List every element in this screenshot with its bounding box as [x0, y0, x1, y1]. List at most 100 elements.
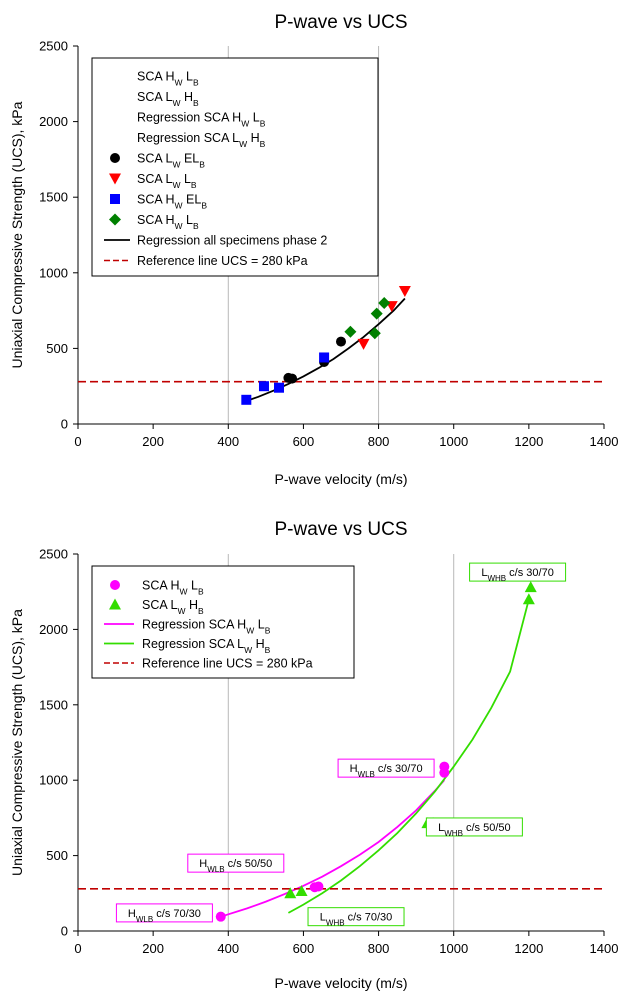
sca-h-w-l-b-point: [378, 297, 391, 310]
sca-l-w-l-b-point: [357, 338, 370, 350]
sca-h-w-l-b-point: [368, 327, 381, 340]
y-tick-label: 2500: [39, 39, 68, 54]
legend-label: Reference line UCS = 280 kPa: [137, 254, 308, 268]
x-axis-label: P-wave velocity (m/s): [274, 471, 407, 487]
annotation-h-wl-b-c-s-50-50: HWLB c/s 50/50: [187, 853, 285, 874]
sca-h-w-l-b-point: [313, 881, 324, 892]
sca-h-w-el-b-point: [258, 381, 269, 392]
legend-marker-swatch: [110, 194, 120, 204]
legend-label: SCA LW HB: [137, 90, 199, 108]
sca-h-w-l-b-series: [215, 761, 450, 922]
annotation-label: LWHB c/s 70/30: [320, 912, 393, 928]
x-tick-label: 800: [368, 434, 390, 449]
legend-box: [91, 57, 379, 277]
chart-top: P-wave vs UCS 0 200 400 600 800 1000 1200 1400 0 5…: [9, 12, 619, 487]
sca-h-w-el-b-series: [241, 352, 330, 405]
x-tick-label: 1000: [439, 434, 468, 449]
annotation-box: [307, 907, 405, 927]
annotation-box: [425, 817, 523, 837]
sca-h-w-el-b-point: [319, 352, 330, 363]
sca-l-w-el-b-point: [287, 373, 298, 384]
legend: SCA HW LB SCA LW HB Regression SCA HW LB Re…: [91, 57, 379, 277]
annotation-label: HWLB c/s 30/70: [350, 763, 423, 779]
x-tick-label: 0: [74, 941, 81, 956]
sca-h-w-el-b-point: [274, 382, 285, 393]
x-tick-label: 400: [217, 434, 239, 449]
x-tick-label: 600: [293, 941, 315, 956]
legend-label: Regression SCA LW HB: [142, 637, 271, 655]
sca-h-w-l-b-point: [439, 761, 450, 772]
sca-l-w-h-b-point: [524, 581, 537, 593]
sca-l-w-l-b-point: [398, 285, 411, 297]
x-tick-label: 1400: [590, 941, 619, 956]
y-tick-label: 1500: [39, 697, 68, 712]
legend-label: SCA LW HB: [142, 598, 204, 616]
annotation-label: HWLB c/s 70/30: [128, 908, 201, 924]
y-tick-label: 1000: [39, 773, 68, 788]
x-tick-label: 200: [142, 941, 164, 956]
y-tick-label: 500: [46, 341, 68, 356]
sca-h-w-el-b-point: [241, 394, 252, 405]
regression-sca-l-w-h-b-line: [287, 598, 530, 914]
x-tick-label: 800: [368, 941, 390, 956]
sca-l-w-el-b-point: [336, 336, 346, 347]
legend-label: Regression all specimens phase 2: [137, 234, 327, 248]
legend-label: SCA HW LB: [142, 579, 204, 597]
legend-marker-swatch: [109, 173, 121, 185]
annotation-label: LWHB c/s 50/50: [438, 822, 511, 838]
annotation-label: HWLB c/s 50/50: [199, 858, 272, 874]
y-axis-label: Uniaxial Compressive Strength (UCS), kPa: [9, 609, 25, 876]
y-tick-label: 1500: [39, 190, 68, 205]
chart-title: P-wave vs UCS: [274, 519, 407, 540]
sca-l-w-h-b-point: [295, 885, 308, 897]
sca-h-w-l-b-point: [215, 911, 226, 922]
sca-l-w-el-b-series: [283, 336, 346, 384]
x-tick-label: 1000: [439, 941, 468, 956]
regression-sca-h-w-l-b-line: [220, 779, 445, 918]
annotation-h-wl-b-c-s-70-30: HWLB c/s 70/30: [115, 903, 213, 924]
sca-l-w-h-b-point: [522, 593, 535, 605]
legend-box: [91, 565, 355, 679]
x-tick-label: 400: [217, 941, 239, 956]
sca-h-w-l-b-series: [344, 297, 391, 340]
legend-marker-swatch: [110, 580, 120, 590]
x-tick-label: 1400: [590, 434, 619, 449]
y-tick-label: 2000: [39, 114, 68, 129]
chart-title: P-wave vs UCS: [274, 12, 407, 33]
annotation-l-wh-b-c-s-30-70: LWHB c/s 30/70: [469, 562, 567, 583]
annotation-box: [115, 903, 213, 923]
annotation-l-wh-b-c-s-70-30: LWHB c/s 70/30: [307, 907, 405, 928]
sca-h-w-l-b-point: [370, 307, 383, 320]
x-tick-label: 1200: [514, 941, 543, 956]
chart-bottom: P-wave vs UCS 0 200 400 600 800 1000 1200 1400 0 5…: [9, 519, 619, 991]
legend-label: SCA HW ELB: [137, 193, 207, 211]
legend-label: SCA LW LB: [137, 172, 197, 190]
annotation-h-wl-b-c-s-30-70: HWLB c/s 30/70: [337, 758, 435, 779]
annotation-label: LWHB c/s 30/70: [481, 567, 554, 583]
y-tick-label: 2500: [39, 547, 68, 562]
y-tick-label: 500: [46, 848, 68, 863]
annotation-l-wh-b-c-s-50-50: LWHB c/s 50/50: [425, 817, 523, 838]
x-axis-label: P-wave velocity (m/s): [274, 975, 407, 991]
x-tick-label: 1200: [514, 434, 543, 449]
legend-label: Regression SCA HW LB: [137, 111, 266, 129]
y-tick-label: 0: [61, 924, 68, 939]
x-tick-label: 0: [74, 434, 81, 449]
legend-label: SCA HW LB: [137, 213, 199, 231]
y-tick-label: 1000: [39, 265, 68, 280]
legend-label: SCA HW LB: [137, 70, 199, 88]
annotation-box: [337, 758, 435, 778]
legend-label: Regression SCA HW LB: [142, 618, 271, 636]
annotation-box: [469, 562, 567, 582]
legend-label: Regression SCA LW HB: [137, 131, 266, 149]
sca-h-w-l-b-point: [344, 325, 357, 338]
legend-label: SCA LW ELB: [137, 152, 205, 170]
x-tick-label: 600: [293, 434, 315, 449]
y-axis-label: Uniaxial Compressive Strength (UCS), kPa: [9, 101, 25, 368]
legend-marker-swatch: [110, 153, 120, 163]
legend-marker-swatch: [109, 213, 121, 226]
y-tick-label: 0: [61, 417, 68, 432]
y-tick-label: 2000: [39, 622, 68, 637]
